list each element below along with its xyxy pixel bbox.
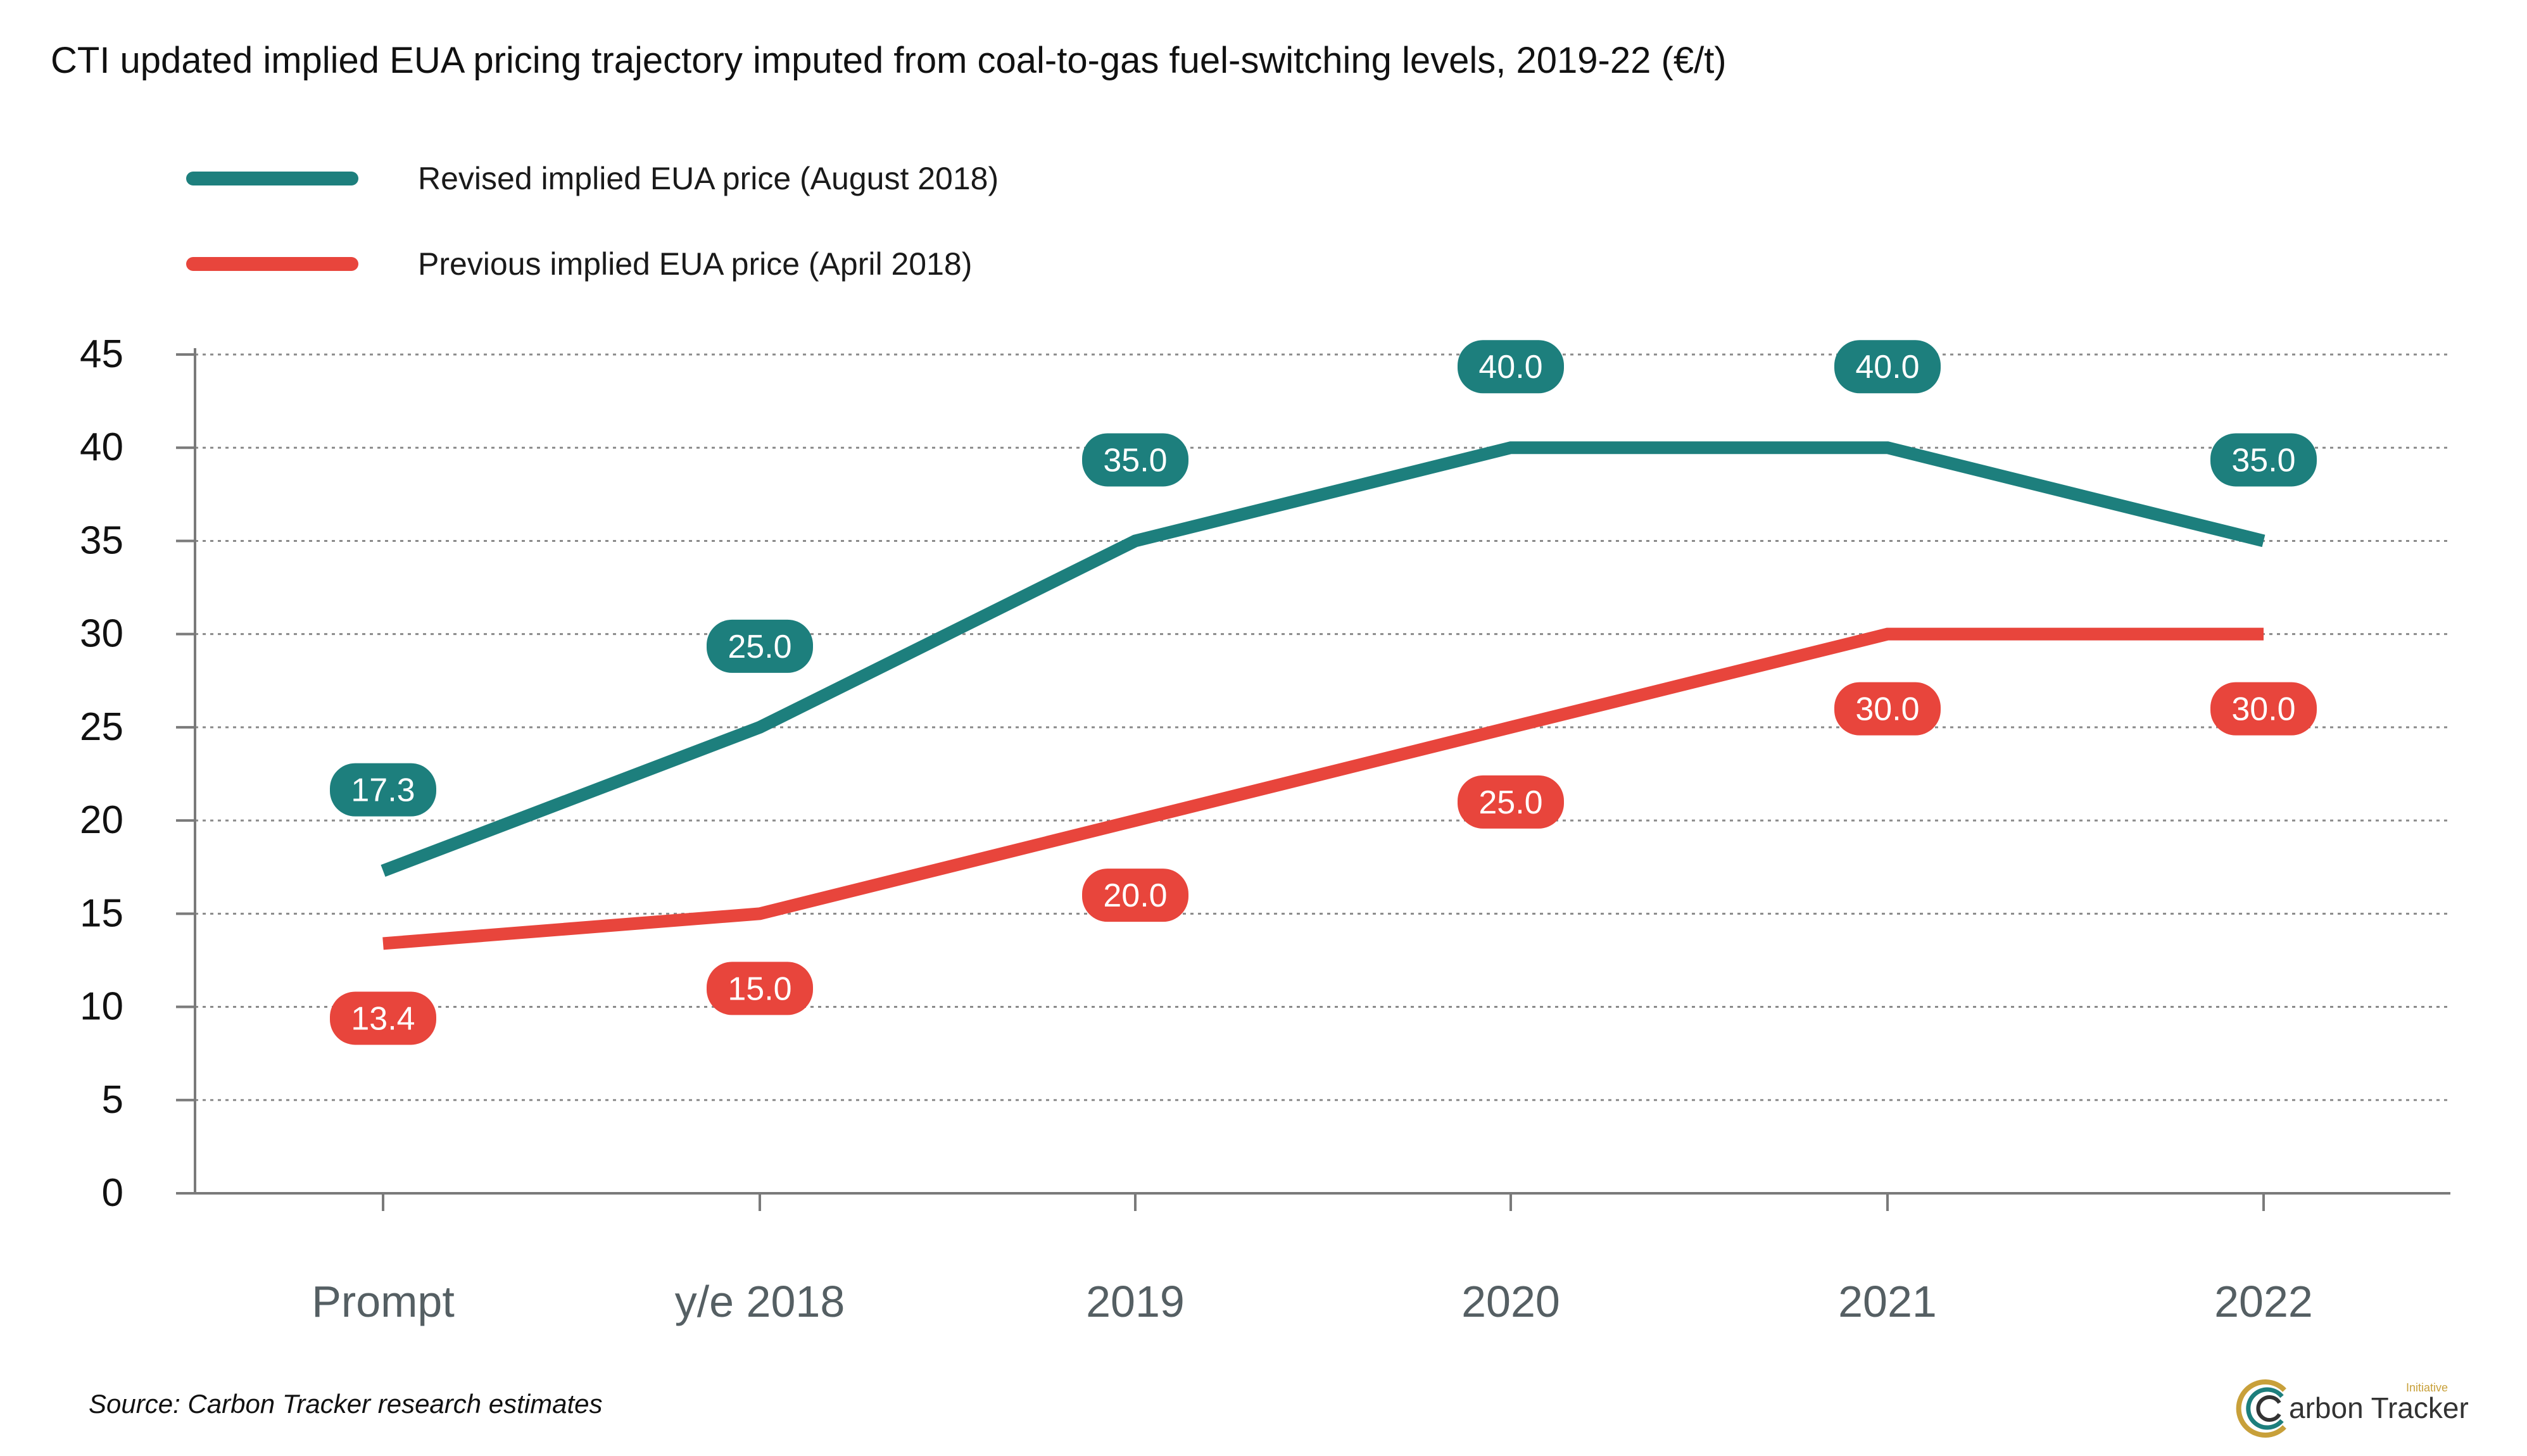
data-label-text: 30.0 <box>1855 691 1919 728</box>
data-label-pill <box>707 962 813 1015</box>
legend-label: Previous implied EUA price (April 2018) <box>418 246 972 282</box>
legend-label: Revised implied EUA price (August 2018) <box>418 161 999 196</box>
data-label-text: 15.0 <box>728 970 791 1007</box>
y-tick-label: 0 <box>102 1171 123 1215</box>
data-label-text: 13.4 <box>351 1000 415 1037</box>
data-label: 30.0 <box>1834 682 1941 736</box>
data-label-text: 30.0 <box>2231 691 2295 728</box>
data-label-pill <box>707 619 813 673</box>
data-label: 20.0 <box>1082 869 1188 922</box>
y-tick-label: 45 <box>80 332 123 376</box>
data-label-pill <box>1082 869 1188 922</box>
logo-superscript: Initiative <box>2406 1381 2448 1394</box>
data-label-pill <box>1834 340 1941 394</box>
data-label-pill <box>2210 682 2317 736</box>
series-lines <box>381 441 2265 950</box>
carbon-tracker-c-logo-icon <box>2236 1379 2286 1438</box>
data-label: 13.4 <box>330 991 436 1045</box>
axes <box>176 348 2450 1211</box>
data-label: 35.0 <box>2210 433 2317 487</box>
x-axis-ticks: Prompt y/e 2018 2019 2020 2021 2022 <box>312 1277 2313 1326</box>
data-label: 35.0 <box>1082 433 1188 487</box>
y-tick-label: 10 <box>80 985 123 1029</box>
data-label: 25.0 <box>1458 775 1564 829</box>
data-label-text: 25.0 <box>728 629 791 665</box>
x-tick-label: y/e 2018 <box>675 1277 845 1326</box>
data-label: 40.0 <box>1458 340 1564 394</box>
data-label-pill <box>2210 433 2317 487</box>
chart-title: CTI updated implied EUA pricing trajecto… <box>51 40 1727 81</box>
data-label-text: 35.0 <box>1103 442 1167 479</box>
grid <box>195 353 2450 1101</box>
legend: Revised implied EUA price (August 2018) P… <box>186 161 999 282</box>
data-label: 40.0 <box>1834 340 1941 394</box>
data-label-pill <box>330 763 436 817</box>
data-label-pill <box>1834 682 1941 736</box>
source-note: Source: Carbon Tracker research estimate… <box>89 1389 603 1419</box>
y-tick-label: 20 <box>80 798 123 842</box>
x-tick-label: 2021 <box>1838 1277 1937 1326</box>
y-tick-label: 30 <box>80 612 123 656</box>
y-tick-label: 15 <box>80 891 123 935</box>
data-label: 15.0 <box>707 962 813 1015</box>
data-label-text: 20.0 <box>1103 877 1167 914</box>
data-label-text: 25.0 <box>1478 784 1542 821</box>
x-tick-label: Prompt <box>312 1277 455 1326</box>
series-line <box>381 441 2265 877</box>
x-tick-label: 2020 <box>1461 1277 1560 1326</box>
data-label-pill <box>1458 775 1564 829</box>
data-label: 25.0 <box>707 619 813 673</box>
carbon-tracker-logo: arbon Tracker Initiative <box>2236 1379 2469 1438</box>
data-label-text: 17.3 <box>351 772 415 809</box>
data-label: 17.3 <box>330 763 436 817</box>
data-label-text: 35.0 <box>2231 442 2295 479</box>
data-label-text: 40.0 <box>1855 349 1919 386</box>
data-label-pill <box>1458 340 1564 394</box>
logo-text: arbon Tracker <box>2289 1391 2469 1424</box>
data-label-pill <box>1082 433 1188 487</box>
y-tick-label: 40 <box>80 425 123 469</box>
data-label: 30.0 <box>2210 682 2317 736</box>
data-labels: 17.3 25.0 35.0 40.0 40.0 35.0 13.4 15.0 20.0 25.0… <box>330 340 2317 1045</box>
series-line <box>382 627 2264 950</box>
data-label-text: 40.0 <box>1478 349 1542 386</box>
data-label-pill <box>330 991 436 1045</box>
y-tick-label: 25 <box>80 705 123 749</box>
y-axis-ticks: 0 5 10 15 20 25 30 35 40 45 <box>80 332 123 1215</box>
x-tick-label: 2019 <box>1086 1277 1185 1326</box>
y-tick-label: 5 <box>102 1078 123 1122</box>
x-tick-label: 2022 <box>2214 1277 2313 1326</box>
y-tick-label: 35 <box>80 518 123 562</box>
